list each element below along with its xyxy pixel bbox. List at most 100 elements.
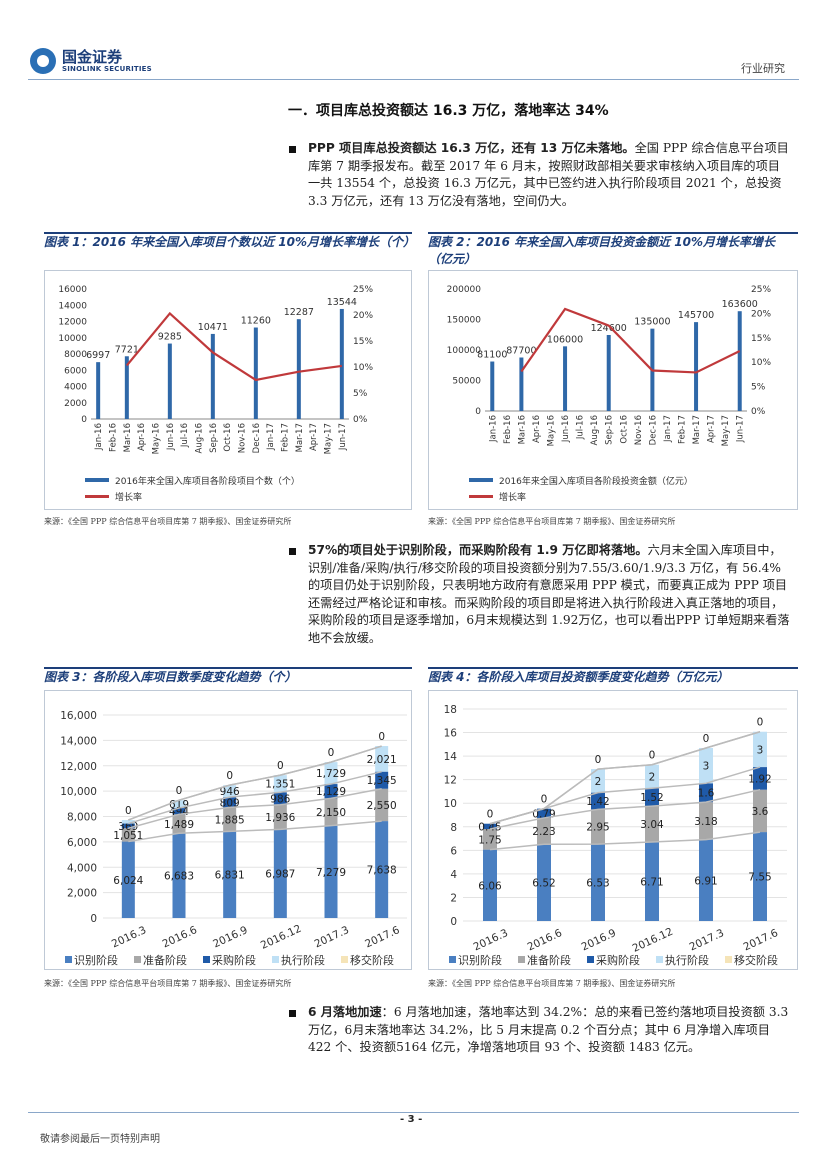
trend-line — [128, 788, 382, 829]
legend-line-swatch — [85, 495, 109, 498]
y-tick-label: 8,000 — [67, 812, 97, 824]
y-tick-label: 50000 — [452, 377, 481, 387]
report-category: 行业研究 — [741, 62, 785, 75]
x-tick-label: 2017.3 — [688, 927, 726, 953]
y2-tick-label: 10% — [751, 358, 771, 368]
y-tick-label: 6 — [450, 845, 457, 857]
x-tick-label: Mar-17 — [295, 423, 305, 452]
segment-data-label: 1.52 — [640, 792, 663, 804]
x-tick-label: Feb-17 — [281, 423, 291, 452]
disclaimer-note: 敬请参阅最后一页特别声明 — [40, 1134, 160, 1145]
bar — [96, 362, 101, 419]
bar-segment — [645, 788, 659, 807]
bar-segment — [121, 828, 135, 842]
y-tick-label: 4,000 — [67, 862, 97, 874]
bar-segment — [172, 833, 186, 918]
bar-segment — [591, 844, 605, 921]
segment-data-label: 6.52 — [532, 878, 555, 890]
bar-data-label: 145700 — [678, 310, 714, 321]
trend-line — [128, 770, 382, 825]
bar-segment — [537, 817, 551, 845]
x-tick-label: 2016.6 — [526, 927, 565, 954]
paragraph-3-body: ：6 月落地加速，落地率达到 34.2%：总的来看已签约落地项目投资额 3.3 … — [308, 1005, 789, 1054]
x-tick-label: Apr-17 — [707, 415, 717, 443]
figure-3-title: 图表 3：各阶段入库项目数季度变化趋势（个） — [44, 667, 412, 686]
legend-swatch — [203, 956, 210, 963]
y-tick-label: 0 — [475, 407, 481, 417]
page-number: - 3 - — [400, 1114, 423, 1125]
figure-4-title: 图表 4：各阶段入库项目投资额季度变化趋势（万亿元） — [428, 667, 798, 686]
figure-4-chart: 0246810121416186.061.750.4502016.36.522.… — [444, 704, 787, 967]
y-tick-label: 0 — [450, 916, 457, 928]
x-tick-label: Jun-17 — [338, 423, 348, 451]
figure-1-title: 图表 1：2016 年来全国入库项目个数以近 10%月增长率增长（个） — [44, 232, 415, 251]
bar-data-label: 10471 — [198, 322, 228, 333]
y2-tick-label: 15% — [353, 337, 373, 347]
bar-data-label: 87700 — [506, 346, 536, 357]
figure-1-frame: 0 2000 4000 6000 8000 10000 12000 14000 16000 0% 5… — [44, 270, 412, 510]
legend-swatch — [272, 956, 279, 963]
legend-bar-swatch — [469, 478, 493, 482]
segment-data-label: 6,831 — [215, 870, 245, 882]
segment-data-label: 0 — [703, 733, 710, 745]
y2-tick-label: 0% — [353, 415, 368, 425]
legend-swatch — [65, 956, 72, 963]
y-tick-label: 2000 — [64, 399, 87, 409]
x-tick-label: 2016.3 — [110, 924, 148, 950]
segment-data-label: 2,150 — [316, 807, 346, 819]
figure-2-chart: 0 50000 100000 150000 200000 0% 5% 10% 15% 20% 25%… — [447, 285, 772, 503]
segment-data-label: 809 — [220, 797, 240, 809]
logo-name-en: SINOLINK SECURITIES — [62, 65, 152, 73]
bar — [737, 311, 742, 411]
trend-line — [489, 788, 761, 830]
growth-rate-line — [520, 307, 741, 374]
segment-data-label: 1,345 — [367, 775, 397, 787]
y-tick-label: 100000 — [447, 346, 482, 356]
bar-segment — [537, 844, 551, 921]
segment-data-label: 1.75 — [478, 834, 501, 846]
x-tick-label: Feb-16 — [503, 415, 513, 444]
x-tick-label: Jun-17 — [736, 415, 746, 443]
x-tick-label: 2017.6 — [742, 927, 781, 954]
x-tick-label: 2016.6 — [161, 924, 200, 951]
paragraph-1-heading: PPP 项目库总投资额达 16.3 万亿，还有 13 万亿未落地。 — [308, 141, 635, 155]
segment-data-label: 946 — [220, 786, 240, 798]
y-tick-label: 200000 — [447, 285, 482, 295]
segment-data-label: 3 — [703, 761, 710, 773]
x-tick-label: Nov-16 — [634, 415, 644, 445]
segment-data-label: 1,729 — [316, 768, 346, 780]
figure-1-source: 来源：《全国 PPP 综合信息平台项目库第 7 期季报》、国金证券研究所 — [44, 517, 292, 526]
legend-swatch — [134, 956, 141, 963]
y-tick-label: 16 — [444, 728, 458, 740]
y2-tick-label: 0% — [751, 407, 766, 417]
legend-label: 移交阶段 — [734, 953, 778, 967]
x-tick-label: 2016.9 — [211, 924, 249, 950]
y-tick-label: 14 — [444, 751, 458, 763]
figure-2-source: 来源：《全国 PPP 综合信息平台项目库第 7 期季报》、国金证券研究所 — [428, 517, 676, 526]
segment-data-label: 1,051 — [113, 830, 143, 842]
x-tick-label: Mar-16 — [517, 415, 527, 444]
legend-line-label: 增长率 — [499, 491, 526, 503]
y-tick-label: 6,000 — [67, 837, 97, 849]
x-tick-label: Oct-16 — [223, 423, 233, 452]
segment-data-label: 1,936 — [265, 812, 295, 824]
x-tick-label: Feb-16 — [109, 423, 119, 452]
bar-segment — [699, 802, 713, 840]
x-tick-label: Jan-16 — [488, 415, 498, 443]
x-tick-label: May-16 — [152, 423, 162, 454]
legend-label: 识别阶段 — [458, 953, 502, 967]
bar — [606, 334, 611, 411]
bar-segment — [591, 809, 605, 845]
x-tick-label: Jan-17 — [663, 415, 673, 443]
y-tick-label: 16,000 — [60, 710, 97, 722]
trend-line — [489, 731, 761, 825]
y-tick-label: 2 — [450, 892, 457, 904]
y-tick-label: 150000 — [447, 316, 482, 326]
segment-data-label: 6.71 — [640, 876, 663, 888]
segment-data-label: 6.06 — [478, 880, 502, 892]
segment-data-label: 0 — [757, 717, 764, 729]
bar-data-label: 7721 — [115, 344, 139, 355]
bullet-icon — [289, 1010, 296, 1017]
bullet-icon — [289, 548, 296, 555]
bar-data-label: 106000 — [547, 334, 583, 345]
